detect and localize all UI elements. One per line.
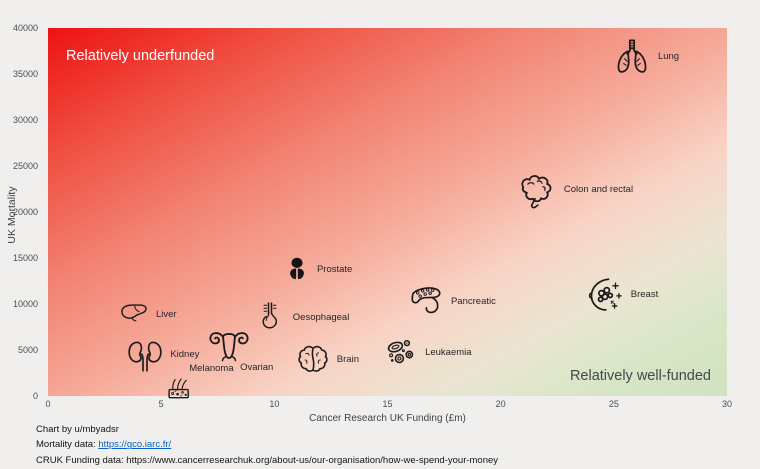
y-tick-label: 15000 [12,253,38,263]
plot-area: Relatively underfunded Relatively well-f… [48,28,727,396]
x-axis: 0 5 10 15 20 25 30 [45,399,732,411]
kidney-label: Kidney [170,348,200,360]
x-tick-label: 30 [721,399,733,409]
oesophageal-label: Oesophageal [292,311,350,323]
mortality-source-link[interactable]: https://gco.iarc.fr/ [98,439,172,451]
liver-icon [117,298,151,332]
lung-label: Lung [657,51,680,63]
y-tick-label: 30000 [12,115,38,125]
credit-line: Chart by u/mbyadsr [36,424,119,435]
y-tick-label: 5000 [17,345,38,355]
underfunded-label: Relatively underfunded [66,48,215,64]
x-axis-title: Cancer Research UK Funding (£m) [309,413,466,424]
y-tick-label: 40000 [12,23,38,33]
y-tick-label: 35000 [12,69,38,79]
mortality-source-line: Mortality data: https://gco.iarc.fr/ [36,437,498,452]
footer: Chart by u/mbyadsr Mortality data: https… [36,422,498,468]
pancreatic-icon [406,282,446,322]
brain-label: Brain [336,354,359,366]
y-tick-label: 0 [32,391,38,401]
leukaemia-label: Leukaemia [425,346,472,358]
wellfunded-label: Relatively well-funded [569,368,711,384]
leukaemia-icon [382,334,420,372]
prostate-label: Prostate [316,263,353,275]
y-tick-label: 10000 [12,299,38,309]
x-tick-label: 20 [495,399,506,409]
y-tick-label: 20000 [12,207,38,217]
breast-label: Breast [630,288,659,300]
y-axis: 0 5000 10000 15000 20000 25000 30000 35000 40000 [0,23,44,401]
x-tick-label: 5 [158,399,164,409]
y-tick-label: 25000 [12,161,38,171]
oesophageal-icon [252,300,288,336]
prostate-icon [282,255,312,285]
lung-icon [611,36,653,78]
mortality-source-prefix: Mortality data: [36,439,99,451]
pancreatic-label: Pancreatic [450,296,496,308]
kidney-icon [125,335,165,375]
liver-label: Liver [156,309,177,321]
funding-source-line: CRUK Funding data: https://www.cancerres… [36,454,499,466]
x-tick-label: 25 [608,399,619,409]
colon-label: Colon and rectal [563,183,634,195]
x-tick-label: 15 [382,399,393,409]
ovarian-label: Ovarian [240,362,274,374]
breast-icon [584,274,626,316]
colon-icon [515,168,559,212]
brain-icon [294,341,332,379]
melanoma-label: Melanoma [189,362,234,374]
x-tick-label: 10 [269,399,280,409]
melanoma-icon [162,369,196,403]
x-tick-label: 0 [45,399,51,409]
